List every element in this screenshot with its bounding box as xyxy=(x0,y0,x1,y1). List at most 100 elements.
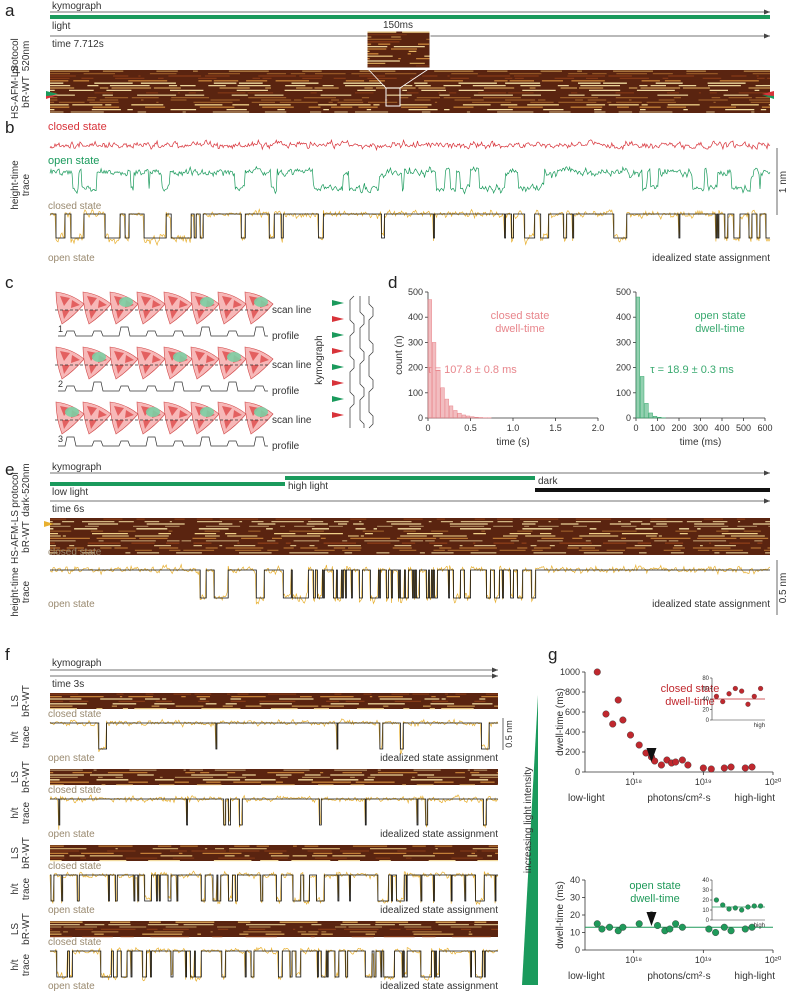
trimer xyxy=(190,401,220,435)
y-tick-label: 10 xyxy=(570,928,580,938)
trace xyxy=(49,138,771,152)
annotation: open state xyxy=(694,310,745,322)
y-tick-label: 40 xyxy=(570,875,580,885)
x-axis-label: time (ms) xyxy=(680,437,722,448)
monomer xyxy=(114,406,124,416)
label: closed state xyxy=(48,121,107,133)
label: 1 nm xyxy=(778,171,789,193)
trimer xyxy=(244,401,274,435)
panel-letter: g xyxy=(548,645,557,664)
label: high-light xyxy=(734,793,775,804)
y-tick-label: 200 xyxy=(565,747,580,757)
trimer xyxy=(217,401,247,435)
monomer xyxy=(179,300,188,308)
kymo-marker xyxy=(332,332,344,338)
x-tick-label: 10²⁰ xyxy=(765,777,782,787)
monomer xyxy=(87,296,97,306)
point xyxy=(741,764,749,772)
label: bR-WT xyxy=(21,76,32,108)
inset-point xyxy=(720,699,726,705)
label: h/t xyxy=(10,959,21,970)
label: profile xyxy=(272,386,300,397)
label: closed state xyxy=(48,937,102,948)
zoom-link xyxy=(366,67,387,89)
y-tick-label: 0 xyxy=(626,413,631,423)
point xyxy=(748,923,756,931)
inset-tick-label: 10 xyxy=(702,908,709,914)
monomer xyxy=(251,420,259,429)
trimer xyxy=(55,401,85,435)
label: kymograph xyxy=(52,658,101,669)
monomer xyxy=(195,351,205,361)
open-monomer xyxy=(254,407,268,417)
label: time 6s xyxy=(52,504,84,515)
monomer xyxy=(62,420,70,429)
label: h/t xyxy=(10,807,21,818)
monomer xyxy=(141,351,151,361)
y-tick-label: 0 xyxy=(575,767,580,777)
trimer xyxy=(190,346,220,380)
point xyxy=(614,927,622,935)
annotation: dwell-time xyxy=(630,893,680,905)
label: closed state xyxy=(48,547,102,558)
label: bR-WT xyxy=(21,913,32,945)
y-tick-label: 1000 xyxy=(560,667,580,677)
y-tick-label: 500 xyxy=(408,287,423,297)
label: bR-WT xyxy=(21,761,32,793)
kymo-profile xyxy=(368,296,374,429)
label: open state xyxy=(48,599,95,610)
label: LS xyxy=(10,771,21,784)
edge-marker xyxy=(44,521,54,527)
trimer xyxy=(82,346,112,380)
monomer xyxy=(60,351,70,361)
bar xyxy=(453,410,458,419)
open-monomer xyxy=(146,407,160,417)
idealized-trace xyxy=(50,213,770,239)
inset-point xyxy=(732,685,738,692)
x-tick-label: 10¹⁹ xyxy=(695,777,712,787)
bar xyxy=(657,416,662,419)
point xyxy=(598,925,606,933)
y-tick-label: 0 xyxy=(418,413,423,423)
monomer xyxy=(141,296,151,306)
inset-point xyxy=(720,902,726,908)
zoom-box xyxy=(385,87,401,107)
open-monomer xyxy=(200,297,214,307)
y-tick-label: 500 xyxy=(616,287,631,297)
panel-letter: e xyxy=(5,460,14,479)
kymo-profile xyxy=(349,295,355,428)
inset-x-label: high xyxy=(754,723,765,729)
point xyxy=(593,920,601,928)
label: 3 xyxy=(58,434,63,444)
inset-tick-label: 80 xyxy=(702,676,709,682)
point xyxy=(672,920,680,928)
monomer xyxy=(62,310,70,319)
open-monomer xyxy=(65,407,79,417)
kymo-marker xyxy=(332,348,344,354)
label: open state xyxy=(48,905,95,916)
label: trace xyxy=(21,725,32,748)
y-tick-label: 400 xyxy=(408,312,423,322)
label: LS xyxy=(10,923,21,936)
label: idealized state assignment xyxy=(380,753,498,764)
bar xyxy=(635,296,640,419)
label: low-light xyxy=(568,971,605,982)
monomer xyxy=(143,365,151,374)
trimer xyxy=(109,291,139,325)
label: idealized state assignment xyxy=(380,829,498,840)
point xyxy=(606,923,614,931)
point xyxy=(619,923,627,931)
panel-letter: b xyxy=(5,118,14,137)
monomer xyxy=(152,355,161,363)
bar xyxy=(648,412,653,419)
label: 1 xyxy=(58,324,63,334)
label: kymograph xyxy=(52,462,101,473)
height-trace xyxy=(49,718,499,756)
arrow-marker xyxy=(646,912,657,926)
label: 520nm xyxy=(21,41,32,72)
inset-tick-label: 20 xyxy=(702,708,709,714)
idealized-trace xyxy=(50,874,498,902)
monomer xyxy=(62,365,70,374)
annotation: τ = 107.8 ± 0.8 ms xyxy=(427,364,517,376)
